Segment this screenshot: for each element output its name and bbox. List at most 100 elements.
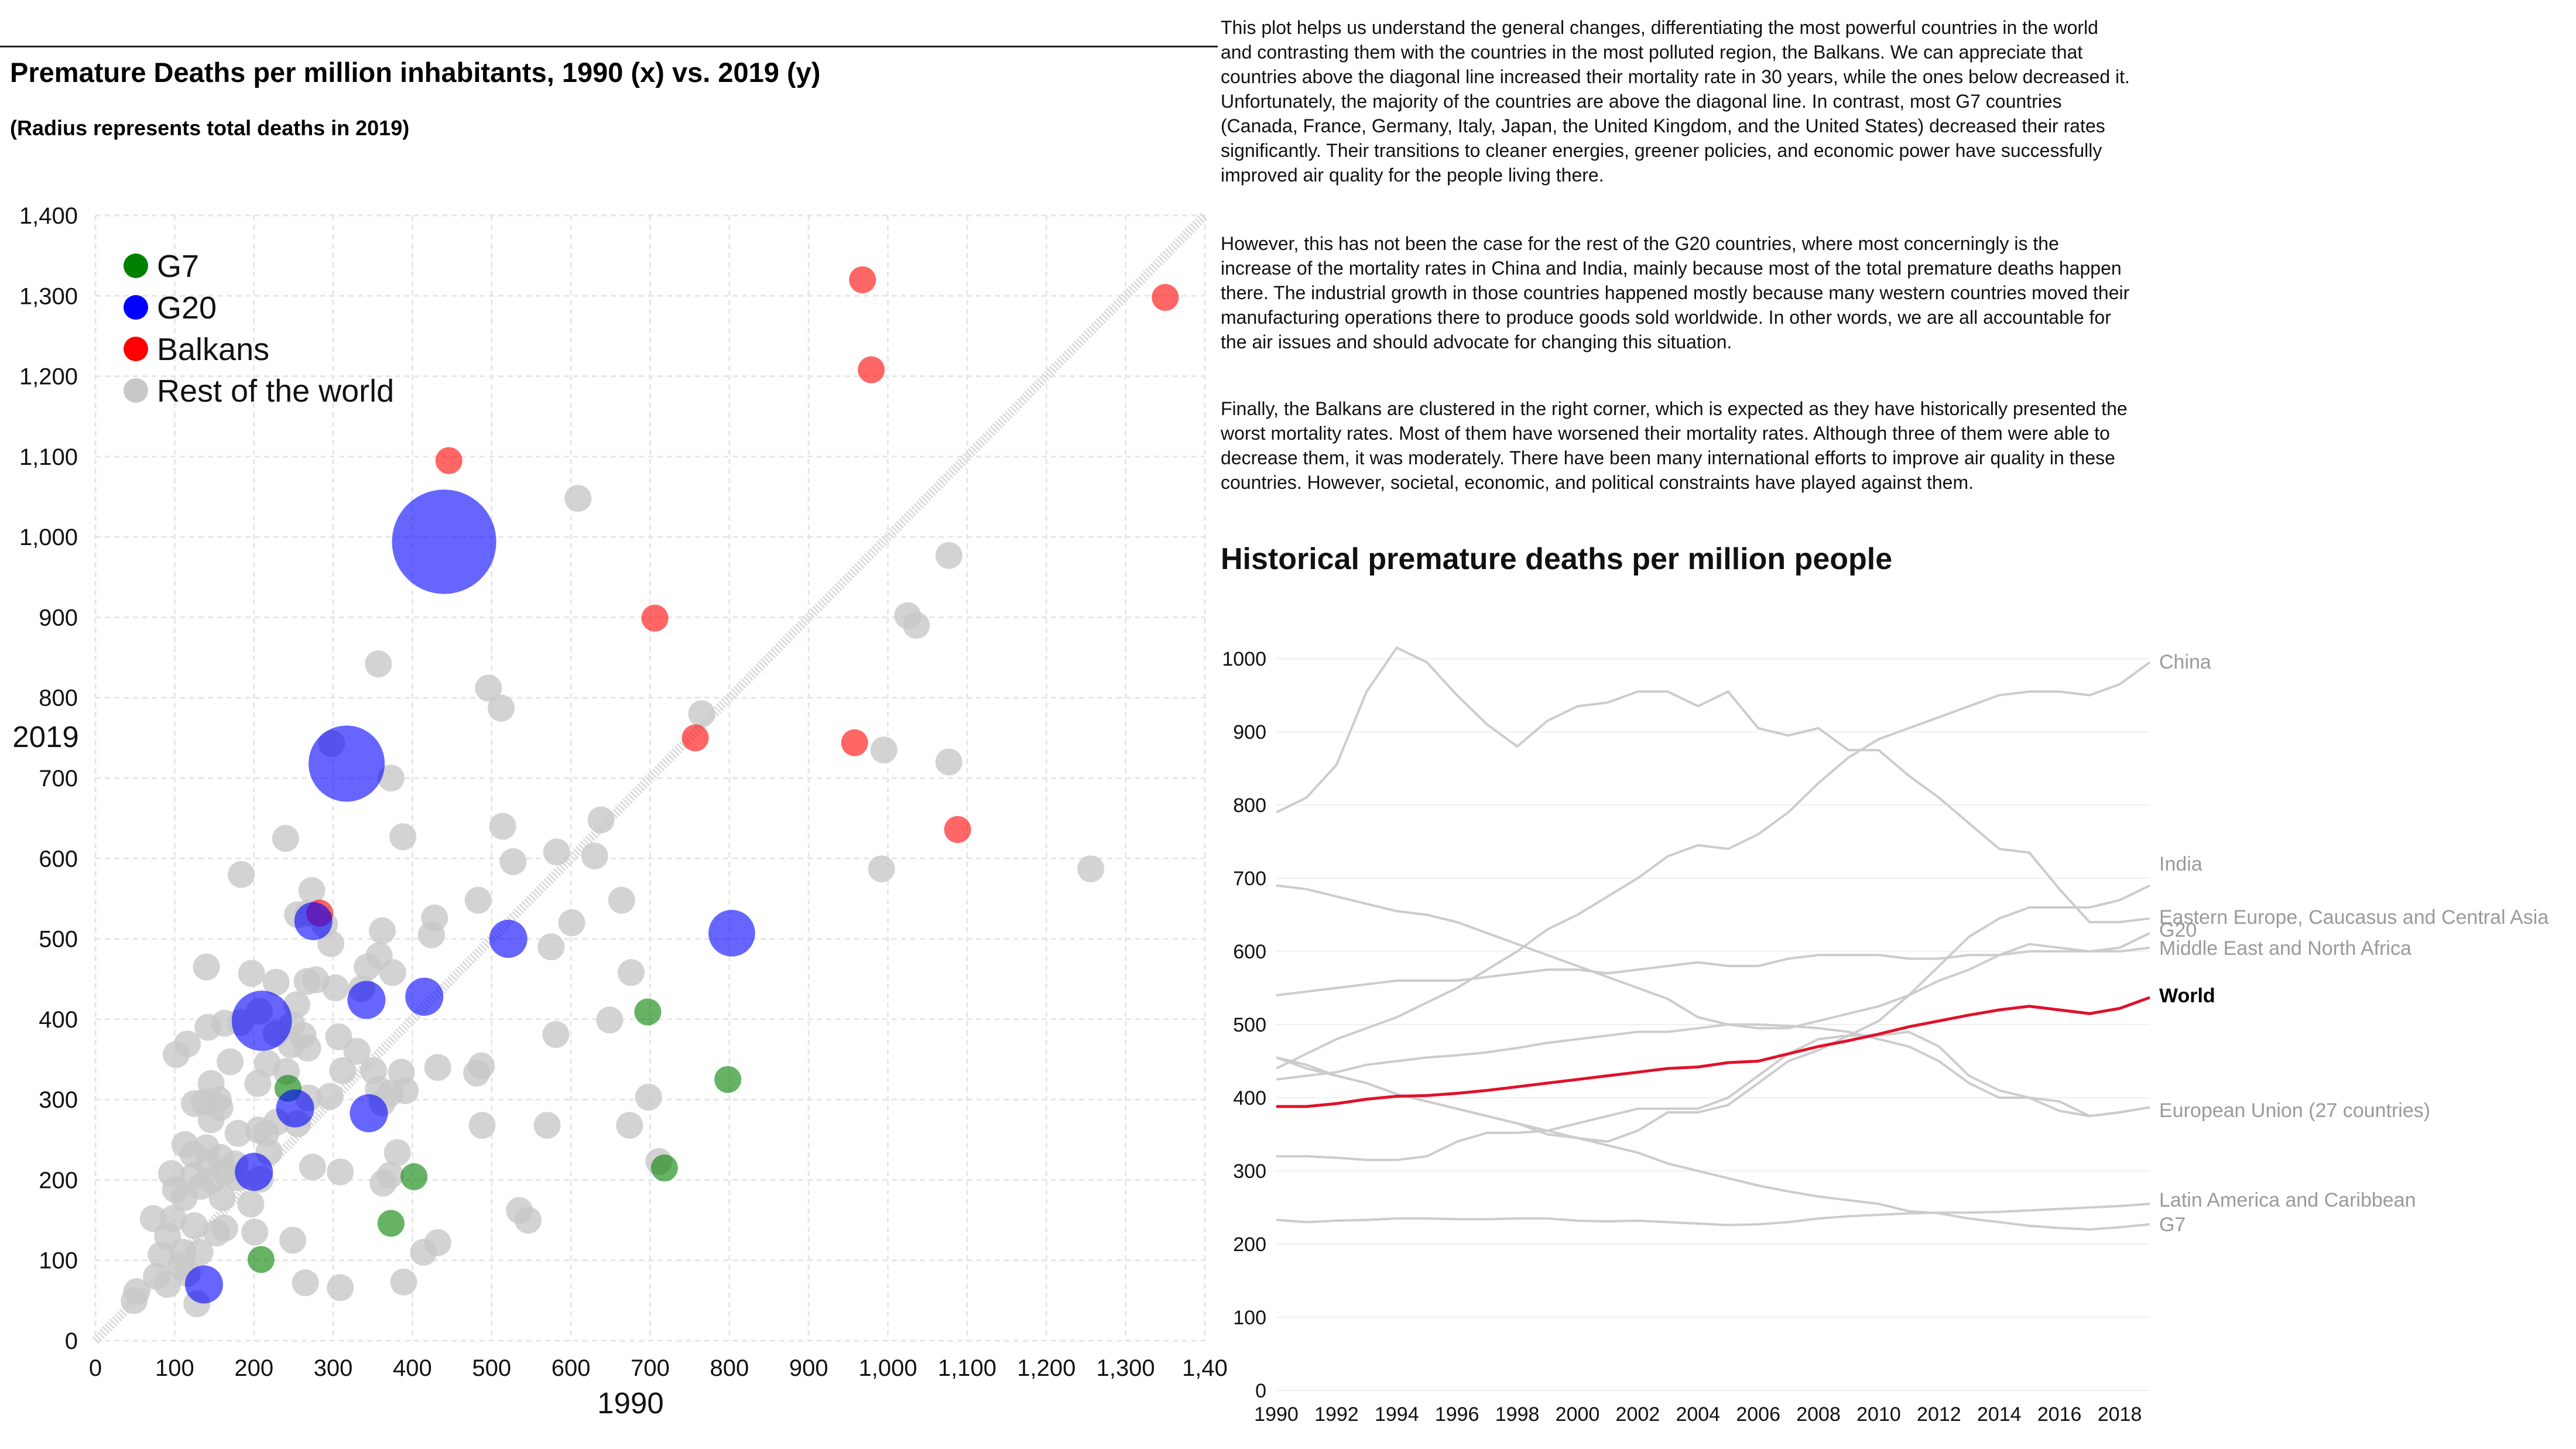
point-g20[interactable] — [294, 902, 333, 940]
point-balkans[interactable] — [435, 447, 463, 474]
point-rest-of-the-world[interactable] — [935, 542, 962, 569]
point-rest-of-the-world[interactable] — [298, 877, 326, 905]
point-rest-of-the-world[interactable] — [244, 1070, 272, 1097]
point-rest-of-the-world[interactable] — [317, 930, 345, 957]
point-rest-of-the-world[interactable] — [596, 1006, 624, 1034]
point-rest-of-the-world[interactable] — [279, 1227, 307, 1254]
point-rest-of-the-world[interactable] — [463, 1059, 491, 1087]
series-line-india[interactable] — [1276, 661, 2151, 1070]
series-line-world[interactable] — [1276, 996, 2150, 1108]
point-balkans[interactable] — [858, 356, 885, 383]
point-rest-of-the-world[interactable] — [587, 806, 615, 834]
point-rest-of-the-world[interactable] — [241, 1218, 269, 1246]
point-rest-of-the-world[interactable] — [181, 1212, 208, 1239]
point-rest-of-the-world[interactable] — [608, 886, 635, 914]
point-rest-of-the-world[interactable] — [383, 1139, 411, 1166]
point-rest-of-the-world[interactable] — [194, 1013, 222, 1041]
point-rest-of-the-world[interactable] — [564, 485, 592, 512]
point-rest-of-the-world[interactable] — [262, 968, 290, 996]
point-rest-of-the-world[interactable] — [499, 848, 527, 875]
point-rest-of-the-world[interactable] — [322, 974, 350, 1002]
point-rest-of-the-world[interactable] — [468, 1112, 496, 1139]
point-g7[interactable] — [650, 1154, 678, 1181]
point-g20[interactable] — [231, 991, 292, 1051]
point-rest-of-the-world[interactable] — [365, 650, 392, 678]
point-rest-of-the-world[interactable] — [392, 1077, 419, 1105]
point-rest-of-the-world[interactable] — [1077, 855, 1105, 883]
point-g20[interactable] — [350, 1094, 388, 1133]
point-rest-of-the-world[interactable] — [217, 1048, 244, 1075]
point-g20[interactable] — [708, 910, 755, 957]
point-rest-of-the-world[interactable] — [515, 1207, 542, 1234]
point-rest-of-the-world[interactable] — [868, 855, 895, 883]
point-rest-of-the-world[interactable] — [327, 1274, 354, 1301]
point-g7[interactable] — [377, 1210, 405, 1237]
series-line-g20[interactable] — [1276, 884, 2150, 1030]
point-rest-of-the-world[interactable] — [581, 842, 608, 870]
point-rest-of-the-world[interactable] — [616, 1112, 643, 1139]
point-rest-of-the-world[interactable] — [489, 813, 516, 840]
point-rest-of-the-world[interactable] — [238, 960, 265, 987]
point-rest-of-the-world[interactable] — [208, 1184, 236, 1211]
point-rest-of-the-world[interactable] — [193, 953, 220, 981]
point-rest-of-the-world[interactable] — [197, 1106, 225, 1133]
series-line-unlabeled[interactable] — [1276, 1203, 2150, 1227]
point-rest-of-the-world[interactable] — [390, 1268, 417, 1296]
point-rest-of-the-world[interactable] — [163, 1041, 190, 1068]
point-rest-of-the-world[interactable] — [121, 1287, 148, 1314]
series-line-g7[interactable] — [1276, 1056, 2150, 1231]
point-rest-of-the-world[interactable] — [181, 1090, 208, 1118]
point-rest-of-the-world[interactable] — [688, 700, 715, 728]
point-rest-of-the-world[interactable] — [542, 1020, 570, 1048]
series-line-latin-america-and-caribbean[interactable] — [1276, 1030, 2150, 1162]
point-g20[interactable] — [489, 920, 527, 958]
point-rest-of-the-world[interactable] — [299, 1153, 326, 1181]
point-rest-of-the-world[interactable] — [533, 1112, 561, 1139]
point-rest-of-the-world[interactable] — [376, 1162, 404, 1189]
point-rest-of-the-world[interactable] — [148, 1241, 175, 1269]
point-g7[interactable] — [634, 998, 662, 1026]
point-g20[interactable] — [235, 1153, 273, 1191]
series-line-european-union-27-countries-[interactable] — [1276, 1023, 2150, 1118]
point-g7[interactable] — [714, 1066, 742, 1093]
point-balkans[interactable] — [681, 724, 709, 752]
point-rest-of-the-world[interactable] — [488, 694, 515, 722]
point-rest-of-the-world[interactable] — [558, 909, 585, 937]
point-rest-of-the-world[interactable] — [618, 959, 645, 986]
point-rest-of-the-world[interactable] — [377, 765, 405, 792]
point-rest-of-the-world[interactable] — [635, 1084, 662, 1111]
point-g7[interactable] — [247, 1246, 275, 1273]
point-rest-of-the-world[interactable] — [170, 1184, 198, 1211]
point-rest-of-the-world[interactable] — [272, 824, 299, 852]
point-balkans[interactable] — [944, 816, 971, 843]
point-balkans[interactable] — [841, 729, 868, 756]
point-rest-of-the-world[interactable] — [211, 1214, 238, 1242]
series-line-middle-east-and-north-africa[interactable] — [1276, 946, 2150, 996]
point-rest-of-the-world[interactable] — [186, 1238, 214, 1266]
point-rest-of-the-world[interactable] — [343, 1037, 371, 1065]
point-rest-of-the-world[interactable] — [537, 933, 565, 961]
point-rest-of-the-world[interactable] — [325, 1023, 352, 1051]
point-balkans[interactable] — [641, 604, 669, 632]
point-rest-of-the-world[interactable] — [329, 1057, 357, 1084]
point-g20[interactable] — [347, 981, 386, 1019]
point-rest-of-the-world[interactable] — [224, 1119, 252, 1147]
point-g20[interactable] — [276, 1089, 314, 1128]
point-rest-of-the-world[interactable] — [464, 886, 492, 914]
point-rest-of-the-world[interactable] — [316, 1083, 344, 1110]
point-rest-of-the-world[interactable] — [475, 674, 502, 702]
point-rest-of-the-world[interactable] — [354, 953, 381, 981]
point-rest-of-the-world[interactable] — [228, 861, 255, 888]
point-rest-of-the-world[interactable] — [424, 1054, 451, 1081]
point-rest-of-the-world[interactable] — [543, 838, 570, 866]
point-rest-of-the-world[interactable] — [410, 1238, 437, 1266]
point-rest-of-the-world[interactable] — [368, 917, 396, 944]
point-rest-of-the-world[interactable] — [935, 748, 962, 776]
point-rest-of-the-world[interactable] — [379, 959, 406, 986]
point-rest-of-the-world[interactable] — [417, 921, 445, 948]
point-balkans[interactable] — [1152, 284, 1179, 311]
point-rest-of-the-world[interactable] — [237, 1190, 265, 1218]
point-g20[interactable] — [392, 489, 496, 594]
series-line-china[interactable] — [1276, 646, 2150, 923]
point-balkans[interactable] — [849, 266, 876, 293]
